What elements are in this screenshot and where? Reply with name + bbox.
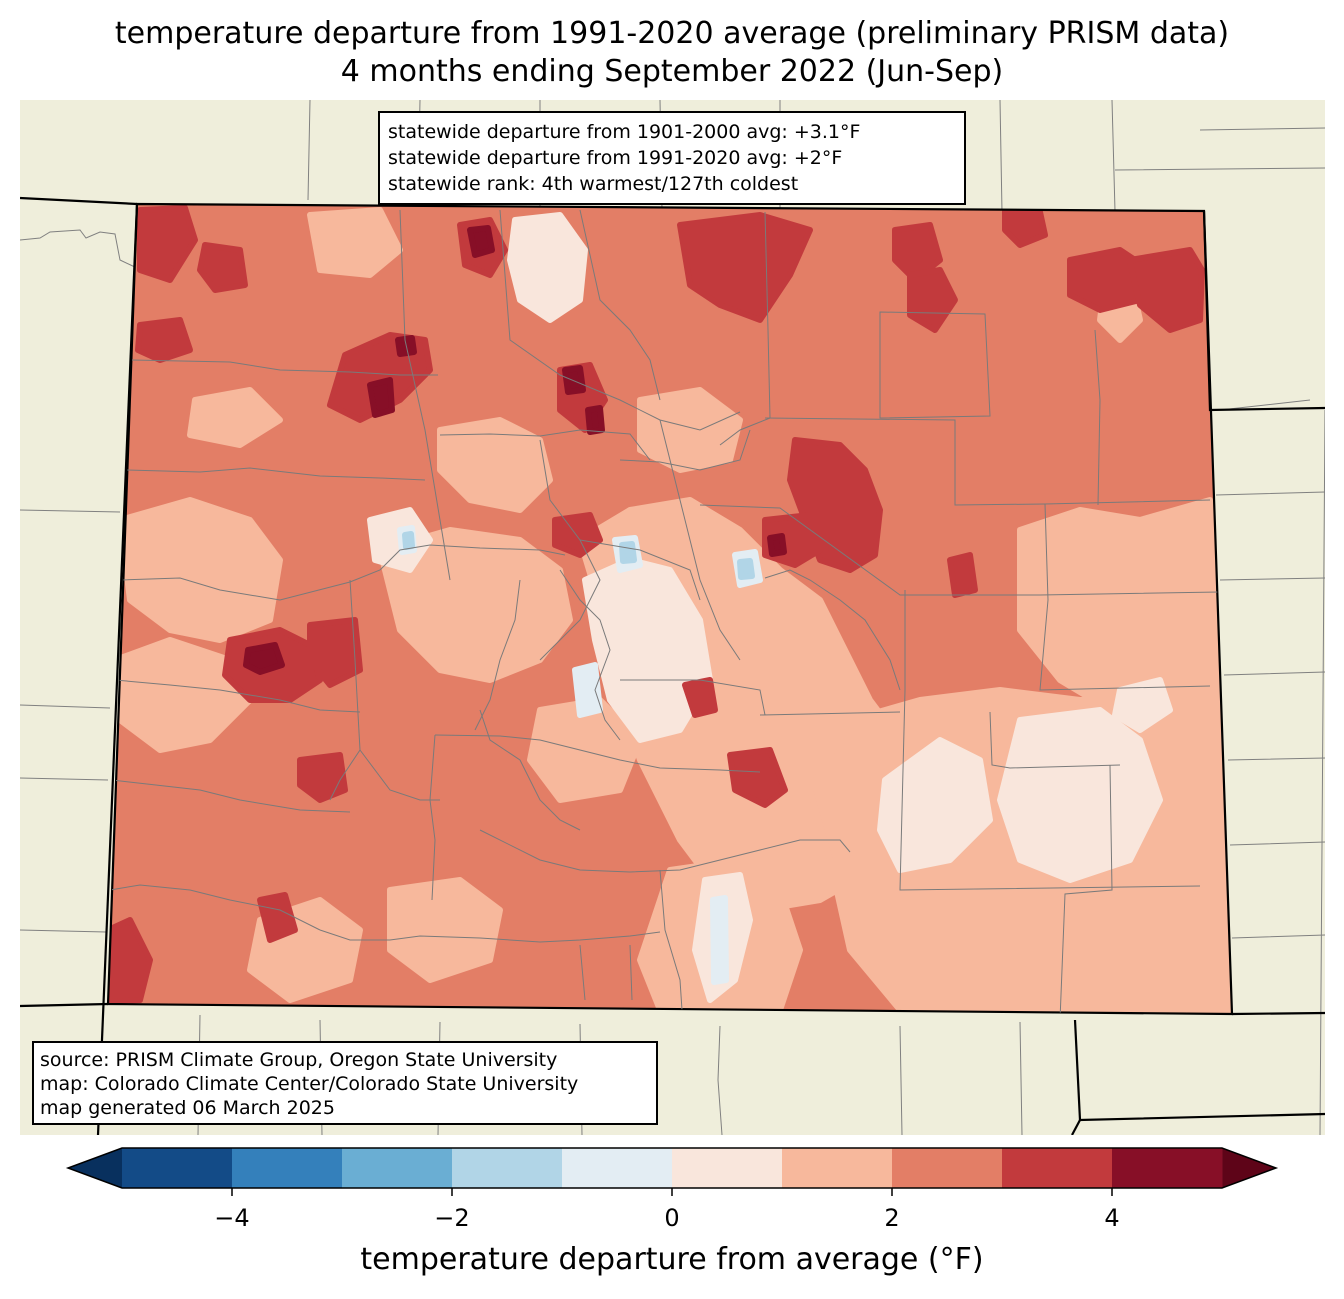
colorado-anomaly-map xyxy=(20,100,1325,1135)
anomaly-region xyxy=(108,917,153,1005)
anomaly-region xyxy=(112,637,253,753)
generated-date-line: map generated 06 March 2025 xyxy=(40,1097,335,1119)
anomaly-region xyxy=(677,212,813,323)
anomaly-region xyxy=(727,747,788,808)
anomaly-region xyxy=(877,737,993,873)
colorbar-bin xyxy=(1112,1148,1223,1188)
colorbar-bin xyxy=(672,1148,783,1188)
anomaly-region xyxy=(387,877,503,983)
anomaly-region xyxy=(367,377,395,418)
colorbar-tick-label: 0 xyxy=(664,1204,679,1232)
anomaly-region xyxy=(619,541,637,564)
anomaly-region xyxy=(307,617,363,688)
chart-title-line1: temperature departure from 1991-2020 ave… xyxy=(114,16,1230,51)
colorbar-tick-label: −4 xyxy=(214,1204,249,1232)
colorbar-bin xyxy=(562,1148,673,1188)
anomaly-region xyxy=(137,205,198,283)
anomaly-region xyxy=(243,642,285,675)
colorbar-over-extend xyxy=(1222,1148,1276,1188)
anomaly-region xyxy=(297,752,348,803)
anomaly-region xyxy=(117,497,283,643)
colorbar: −4 −2 0 2 4 xyxy=(65,1147,1279,1232)
anomaly-region xyxy=(572,662,603,718)
anomaly-region xyxy=(307,207,403,278)
colorbar-under-extend xyxy=(68,1148,122,1188)
anomaly-region xyxy=(437,417,553,513)
county-lines xyxy=(109,209,1221,1014)
anomaly-region xyxy=(377,527,573,683)
anomaly-region xyxy=(507,212,588,323)
colorbar-bin xyxy=(782,1148,893,1188)
anomaly-region xyxy=(767,533,787,557)
anomaly-region xyxy=(562,365,586,395)
anomaly-region xyxy=(737,558,755,580)
stats-departure-1901-2000: statewide departure from 1901-2000 avg: … xyxy=(388,121,861,143)
colorbar-bin xyxy=(1002,1148,1113,1188)
source-credit-box: source: PRISM Climate Group, Oregon Stat… xyxy=(32,1041,658,1125)
anomaly-region xyxy=(682,677,718,718)
anomaly-region xyxy=(907,267,958,333)
state-borders xyxy=(20,196,1325,1135)
anomaly-region xyxy=(947,552,978,598)
colorbar-tick-label: 2 xyxy=(884,1204,899,1232)
anomaly-field xyxy=(108,204,1232,1014)
anomaly-region xyxy=(637,387,743,473)
anomaly-region xyxy=(710,895,729,985)
colorbar-bin xyxy=(452,1148,563,1188)
colorbar-tick-label: −2 xyxy=(434,1204,469,1232)
anomaly-region xyxy=(585,405,605,435)
colorbar-bin xyxy=(122,1148,233,1188)
statewide-stats-box: statewide departure from 1901-2000 avg: … xyxy=(378,111,966,205)
anomaly-region xyxy=(187,387,283,448)
anomaly-region xyxy=(257,892,298,943)
colorbar-bin xyxy=(892,1148,1003,1188)
anomaly-region xyxy=(135,317,193,363)
stats-departure-1991-2020: statewide departure from 1991-2020 avg: … xyxy=(388,147,843,169)
anomaly-region xyxy=(997,707,1163,883)
anomaly-region xyxy=(402,531,415,550)
colorbar-label: temperature departure from average (°F) xyxy=(360,1242,984,1277)
colorbar-tick-label: 4 xyxy=(1104,1204,1119,1232)
stats-rank: statewide rank: 4th warmest/127th coldes… xyxy=(388,173,799,195)
anomaly-region xyxy=(1002,207,1048,248)
colorbar-bin xyxy=(232,1148,343,1188)
anomaly-region xyxy=(197,242,248,293)
source-line: source: PRISM Climate Group, Oregon Stat… xyxy=(40,1049,558,1071)
anomaly-region xyxy=(552,512,603,558)
colorbar-outline xyxy=(65,1147,1279,1189)
anomaly-region xyxy=(1127,247,1205,333)
anomaly-region xyxy=(1112,677,1173,733)
colorbar-bin xyxy=(342,1148,453,1188)
anomaly-region xyxy=(467,225,495,258)
map-credit-line: map: Colorado Climate Center/Colorado St… xyxy=(40,1073,579,1095)
chart-title-line2: 4 months ending September 2022 (Jun-Sep) xyxy=(340,54,1004,89)
